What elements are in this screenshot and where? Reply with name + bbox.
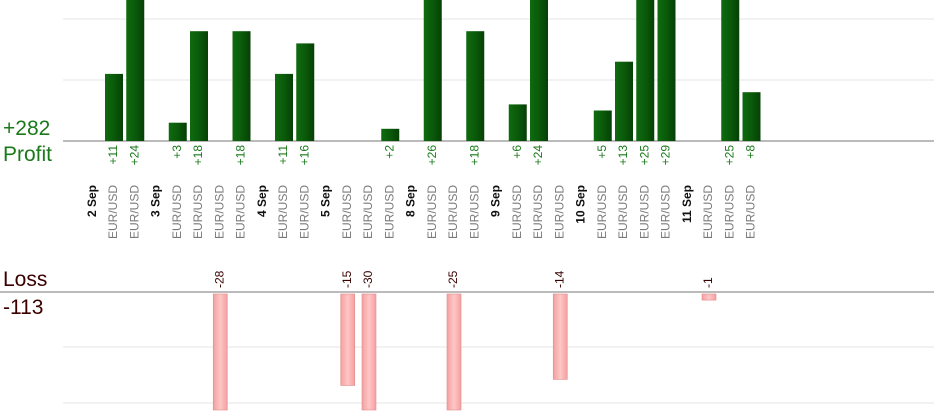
profit-bar bbox=[657, 0, 676, 141]
profit-bar bbox=[126, 0, 145, 141]
pair-label: EUR/USD bbox=[446, 185, 460, 239]
loss-value-label: -1 bbox=[701, 277, 715, 288]
profit-value-label: +29 bbox=[659, 145, 673, 166]
pair-label: EUR/USD bbox=[595, 185, 609, 239]
loss-bar bbox=[340, 293, 356, 386]
profit-value-label: +18 bbox=[467, 145, 481, 166]
loss-bar bbox=[446, 293, 462, 411]
profit-value-label: +5 bbox=[595, 145, 609, 159]
profit-bar bbox=[105, 73, 123, 141]
profit-value-label: +25 bbox=[637, 145, 651, 166]
day-label: 9 Sep bbox=[489, 185, 503, 217]
pair-label: EUR/USD bbox=[616, 185, 630, 239]
day-label: 4 Sep bbox=[255, 185, 269, 217]
pair-label: EUR/USD bbox=[637, 185, 651, 239]
loss-bar bbox=[361, 293, 377, 411]
profit-bar bbox=[530, 0, 548, 141]
pair-label: EUR/USD bbox=[106, 185, 120, 239]
pair-label: EUR/USD bbox=[722, 185, 736, 239]
pair-label: EUR/USD bbox=[212, 185, 226, 239]
loss-bar bbox=[212, 293, 228, 411]
profit-value-label: +24 bbox=[531, 145, 545, 166]
profit-bar bbox=[721, 0, 740, 141]
profit-value-label: +18 bbox=[191, 145, 205, 166]
profit-bar bbox=[593, 110, 612, 141]
loss-value-label: -25 bbox=[446, 270, 460, 288]
pair-label: EUR/USD bbox=[425, 185, 439, 239]
profit-bar bbox=[615, 61, 633, 142]
profit-bar bbox=[168, 122, 187, 141]
loss-value-label: -28 bbox=[212, 270, 226, 288]
loss-value-label: -14 bbox=[552, 270, 566, 288]
pair-label: EUR/USD bbox=[552, 185, 566, 239]
profit-bar bbox=[423, 0, 442, 141]
day-label: 2 Sep bbox=[85, 185, 99, 217]
loss-total: -113 bbox=[3, 296, 44, 319]
profit-bar bbox=[742, 92, 761, 141]
pair-label: EUR/USD bbox=[297, 185, 311, 239]
profit-bar bbox=[275, 73, 293, 141]
loss-value-label: -15 bbox=[340, 270, 354, 288]
loss-label: Loss bbox=[3, 268, 48, 291]
profit-value-label: +11 bbox=[276, 145, 290, 165]
pair-label: EUR/USD bbox=[340, 185, 354, 239]
day-label: 11 Sep bbox=[680, 185, 694, 223]
pair-label: EUR/USD bbox=[510, 185, 524, 239]
pair-label: EUR/USD bbox=[170, 185, 184, 239]
loss-bar bbox=[552, 293, 568, 380]
profit-value-label: +3 bbox=[170, 145, 184, 159]
loss-bar bbox=[701, 293, 717, 301]
profit-value-label: +8 bbox=[744, 145, 758, 159]
profit-value-label: +2 bbox=[382, 145, 396, 159]
pair-label: EUR/USD bbox=[659, 185, 673, 239]
day-label: 5 Sep bbox=[319, 185, 333, 217]
pair-label: EUR/USD bbox=[191, 185, 205, 239]
profit-value-label: +24 bbox=[127, 145, 141, 166]
pair-label: EUR/USD bbox=[127, 185, 141, 239]
profit-value-label: +11 bbox=[106, 145, 120, 165]
pair-label: EUR/USD bbox=[744, 185, 758, 239]
profit-bar bbox=[466, 31, 485, 142]
profit-bar bbox=[190, 31, 208, 142]
profit-bar bbox=[508, 104, 527, 141]
profit-label: Profit bbox=[3, 143, 53, 166]
profit-value-label: +13 bbox=[616, 145, 630, 166]
profit-bar bbox=[381, 128, 400, 141]
profit-value-label: +16 bbox=[297, 145, 311, 166]
profit-value-label: +25 bbox=[722, 145, 736, 166]
day-label: 8 Sep bbox=[404, 185, 418, 217]
pair-label: EUR/USD bbox=[467, 185, 481, 239]
day-label: 3 Sep bbox=[149, 185, 163, 217]
profit-value-label: +6 bbox=[510, 145, 524, 159]
profit-total: +282 bbox=[3, 117, 51, 140]
pair-label: EUR/USD bbox=[531, 185, 545, 239]
pair-label: EUR/USD bbox=[234, 185, 248, 239]
pair-label: EUR/USD bbox=[276, 185, 290, 239]
profit-bar bbox=[232, 31, 251, 142]
pair-label: EUR/USD bbox=[382, 185, 396, 239]
profit-bar bbox=[636, 0, 655, 141]
profit-bar bbox=[296, 43, 315, 141]
pair-label: EUR/USD bbox=[701, 185, 715, 239]
profit-value-label: +26 bbox=[425, 145, 439, 166]
profit-value-label: +18 bbox=[234, 145, 248, 166]
loss-value-label: -30 bbox=[361, 270, 375, 288]
pair-label: EUR/USD bbox=[361, 185, 375, 239]
day-label: 10 Sep bbox=[574, 185, 588, 224]
